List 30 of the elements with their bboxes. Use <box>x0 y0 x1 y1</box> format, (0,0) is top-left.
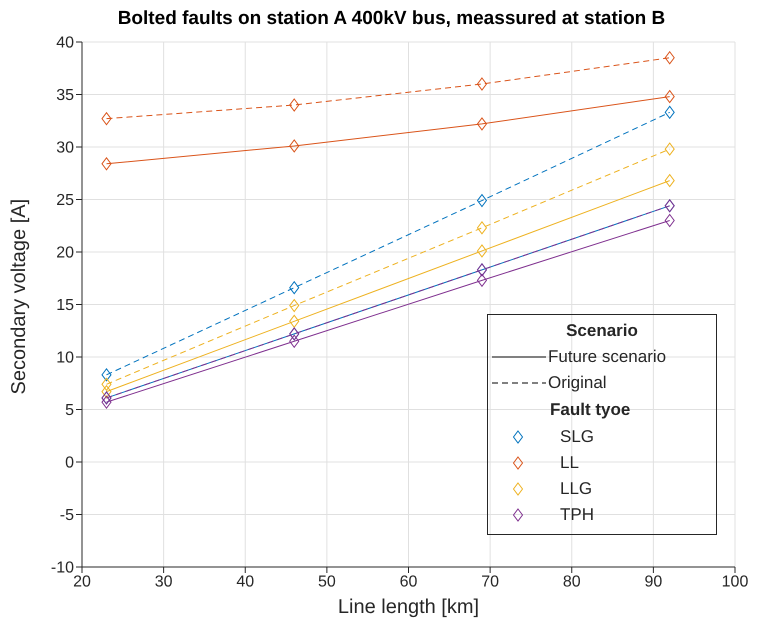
x-tick-label: 60 <box>400 573 418 590</box>
annotation: Scenario <box>565 321 639 341</box>
legend-title: Fault tyoe <box>549 400 632 420</box>
y-tick-label: 40 <box>56 34 74 52</box>
y-tick-label: 20 <box>56 244 74 262</box>
y-tick-label: 15 <box>56 297 74 314</box>
legend-label: TPH <box>559 505 594 525</box>
y-tick-label: 5 <box>65 402 74 420</box>
legend-label: LL <box>559 453 579 473</box>
y-axis-title: Secondary voltage [A] <box>8 198 30 394</box>
annotation: Original <box>548 373 607 393</box>
y-tick-label: 0 <box>65 454 74 472</box>
y-tick-label: -10 <box>50 560 74 577</box>
x-tick-label: 80 <box>562 573 581 590</box>
legend-label: LLG <box>559 479 592 499</box>
x-tick-label: 30 <box>154 573 173 590</box>
y-tick-label: 25 <box>56 192 74 210</box>
x-tick-label: 90 <box>644 573 662 590</box>
legend-label: SLG <box>559 427 594 447</box>
annotation: Future scenario <box>548 347 666 367</box>
y-tick-label: 35 <box>56 87 74 104</box>
y-tick-label: 10 <box>56 350 74 367</box>
y-tick-label: -5 <box>60 507 74 524</box>
x-axis-title: Line length [km] <box>338 596 480 618</box>
y-tick-label: 30 <box>56 140 74 157</box>
x-tick-label: 40 <box>236 573 254 590</box>
x-tick-label: 50 <box>318 573 336 590</box>
x-tick-label: 100 <box>722 573 748 590</box>
chart-title: Bolted faults on station A 400kV bus, meassured at station B <box>116 8 666 30</box>
x-tick-label: 70 <box>481 573 500 590</box>
